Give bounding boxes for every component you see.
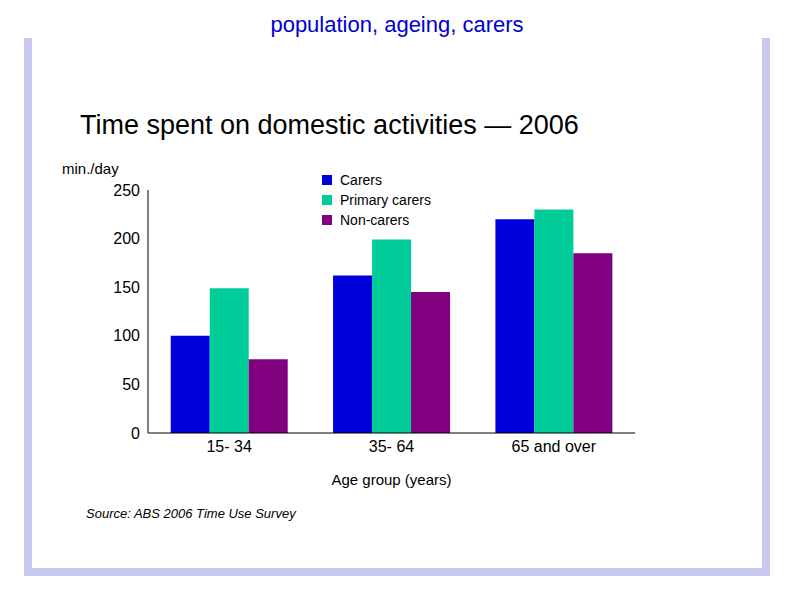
html-text:Source: ABS 2006 Time Use Surv: Source: ABS 2006 Time Use Survey: [86, 506, 296, 521]
svg-text:35- 64: 35- 64: [369, 438, 414, 455]
svg-text:200: 200: [113, 230, 140, 247]
svg-text:0: 0: [131, 425, 140, 442]
html-text:population, ageing, carers: population, ageing, carers: [270, 12, 524, 37]
svg-text:50: 50: [122, 376, 140, 393]
html-text:Primary carers: Primary carers: [340, 192, 431, 208]
html-text:Time spent on domestic activit: Time spent on domestic activities — 2006: [80, 110, 579, 140]
html-text:Non-carers: Non-carers: [340, 212, 410, 228]
svg-text:Age group (years): Age group (years): [331, 471, 451, 488]
svg-text:15- 34: 15- 34: [206, 438, 251, 455]
svg-text:150: 150: [113, 279, 140, 296]
html-text:min./day: min./day: [62, 160, 119, 177]
svg-text:100: 100: [113, 327, 140, 344]
html-text:Carers: Carers: [340, 172, 382, 188]
svg-text:250: 250: [113, 182, 140, 199]
svg-text:65 and over: 65 and over: [512, 438, 597, 455]
